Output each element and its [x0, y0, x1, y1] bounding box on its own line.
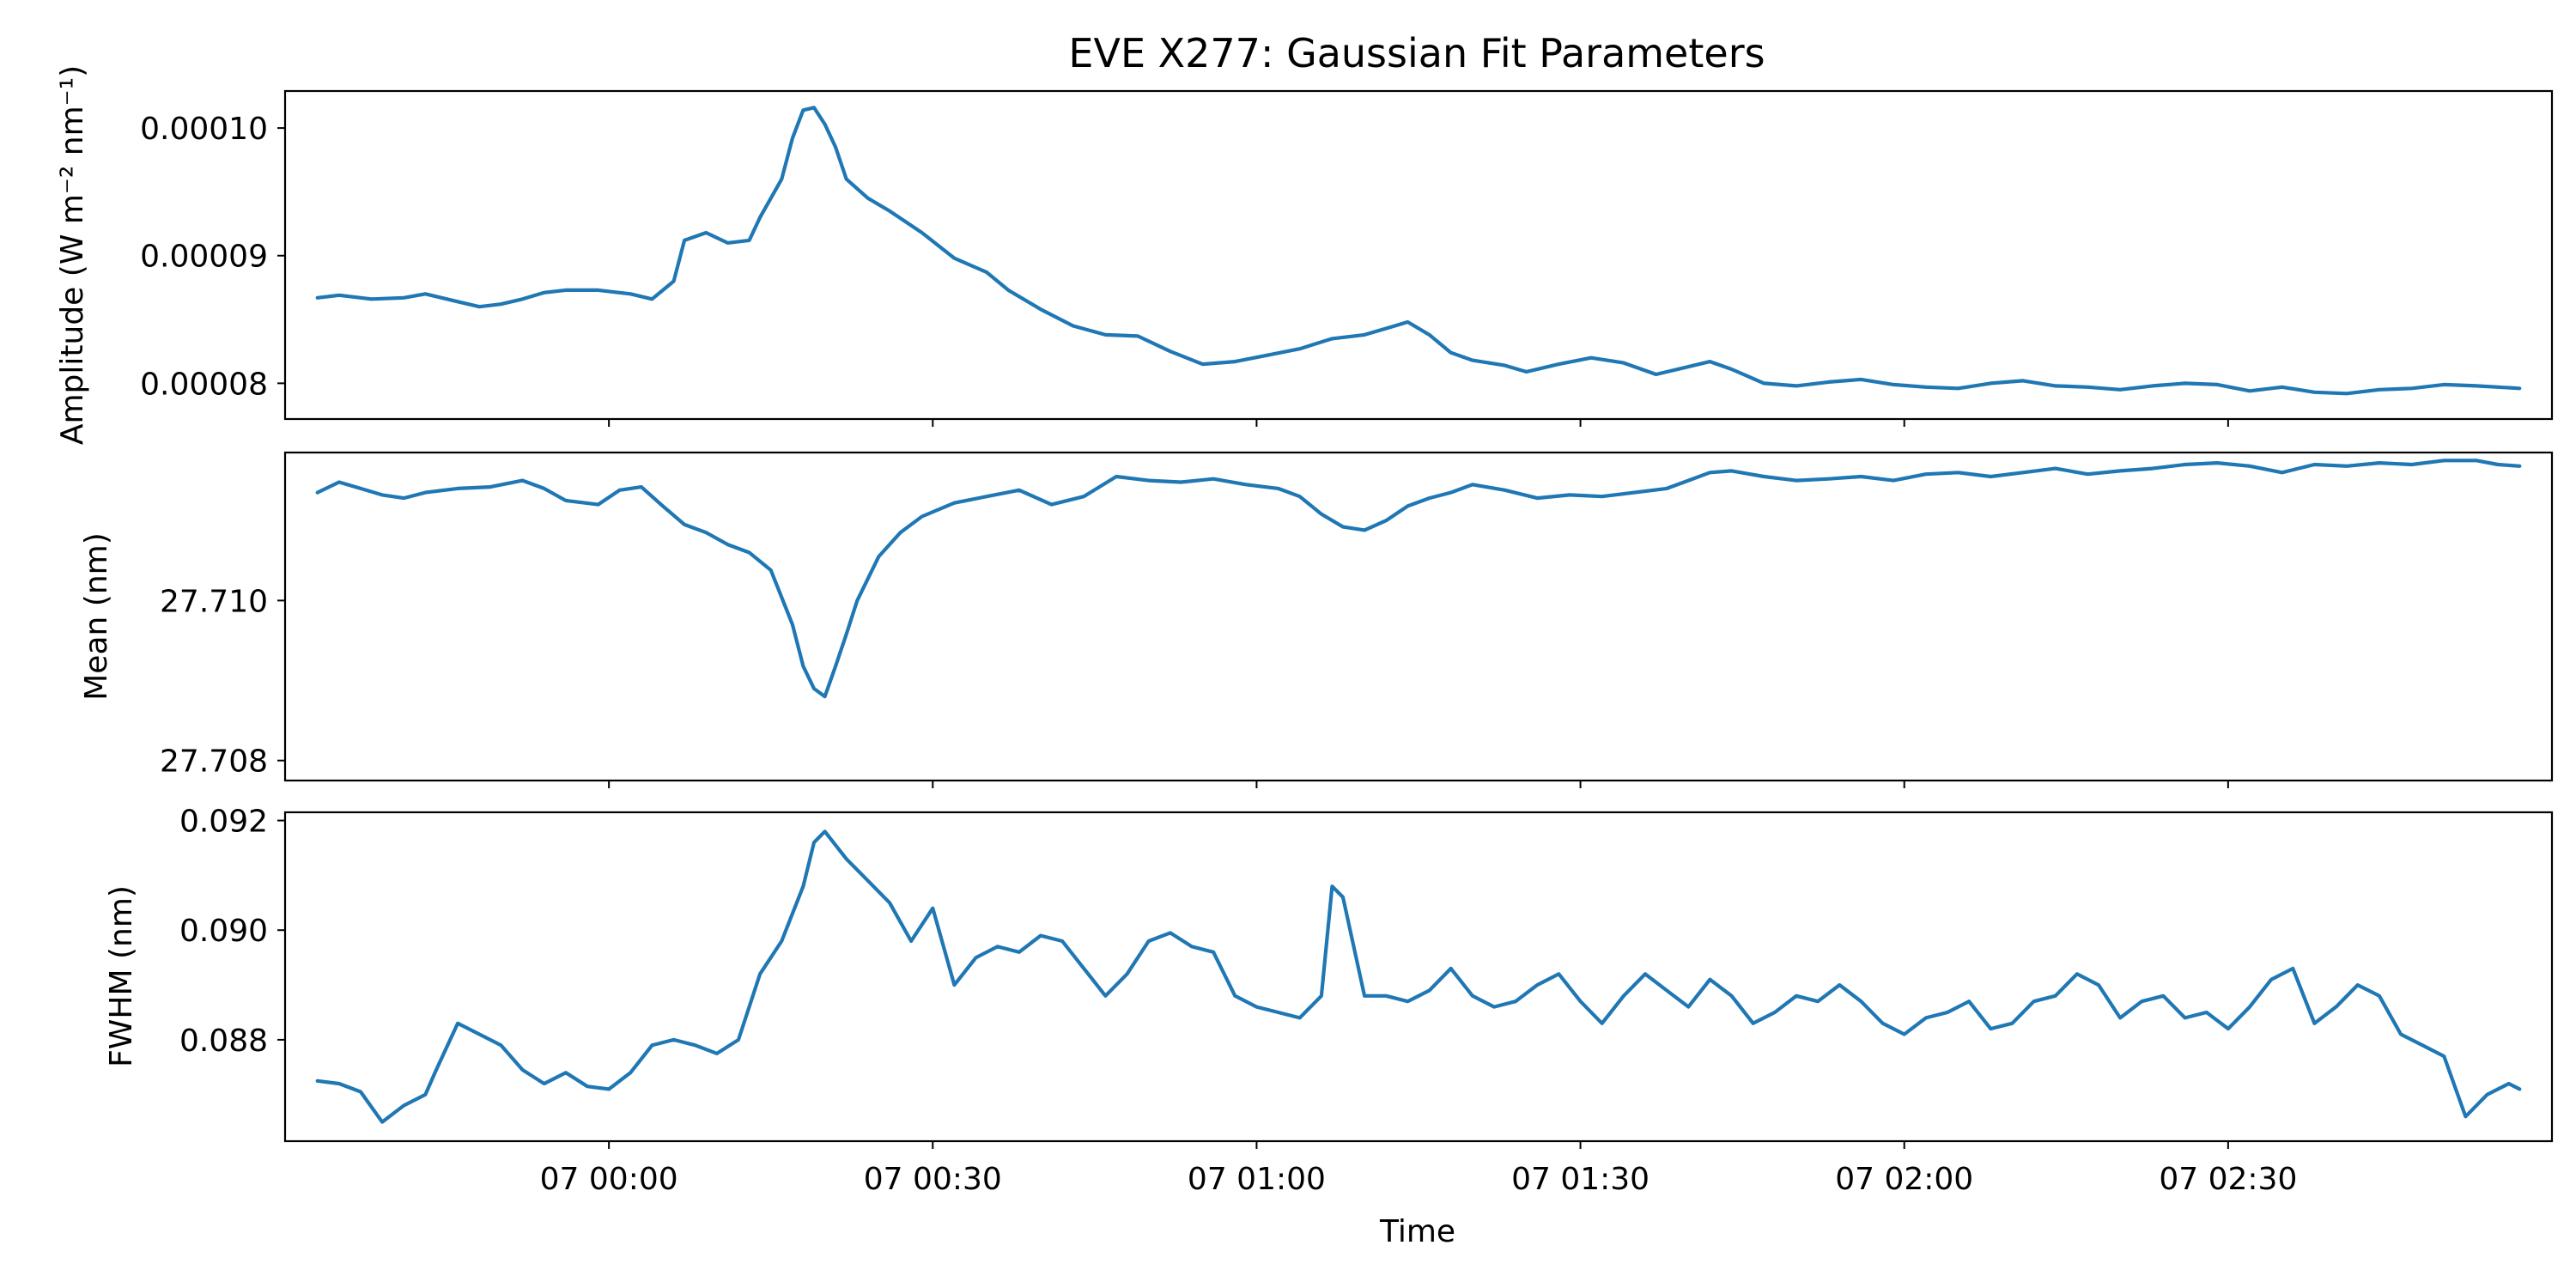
panel-mean-frame [283, 451, 2554, 782]
x-tick-label: 07 02:00 [1835, 1162, 1973, 1197]
panel-amplitude-frame [283, 89, 2554, 421]
mean-series-line [315, 459, 2522, 699]
mean-y-tick-label: 27.708 [160, 744, 268, 780]
amplitude-y-tick-label: 0.00009 [140, 240, 268, 275]
chart-title: EVE X277: Gaussian Fit Parameters [1068, 30, 1765, 76]
fwhm-ylabel: FWHM (nm) [104, 885, 139, 1067]
fwhm-y-tick-label: 0.092 [179, 805, 268, 840]
x-tick-label: 07 01:30 [1511, 1162, 1649, 1197]
fwhm-y-tick-label: 0.088 [179, 1024, 268, 1059]
x-tick-label: 07 00:30 [864, 1162, 1002, 1197]
panel-fwhm: FWHM (nm) [104, 811, 2554, 1143]
x-tick-label: 07 02:30 [2159, 1162, 2297, 1197]
amplitude-ylabel: Amplitude (W m⁻² nm⁻¹) [55, 65, 90, 445]
fwhm-y-tick-label: 0.090 [179, 914, 268, 949]
mean-ylabel: Mean (nm) [79, 532, 114, 701]
x-tick-label: 07 00:00 [540, 1162, 678, 1197]
amplitude-series-line [315, 106, 2522, 396]
amplitude-y-tick-label: 0.00010 [140, 112, 268, 147]
x-tick-label: 07 01:00 [1188, 1162, 1326, 1197]
panel-fwhm-frame [283, 811, 2554, 1143]
x-axis-label: Time [1379, 1214, 1455, 1249]
plot-layer: 0.00008 0.00009 0.00010 27.708 27.710 07 00:0… [140, 106, 2522, 1197]
amplitude-y-tick-label: 0.00008 [140, 367, 268, 402]
fwhm-series-line [315, 829, 2522, 1124]
panel-amplitude: Amplitude (W m⁻² nm⁻¹) [55, 65, 2554, 445]
panel-mean: Mean (nm) [79, 451, 2554, 782]
mean-y-tick-label: 27.710 [160, 584, 268, 619]
